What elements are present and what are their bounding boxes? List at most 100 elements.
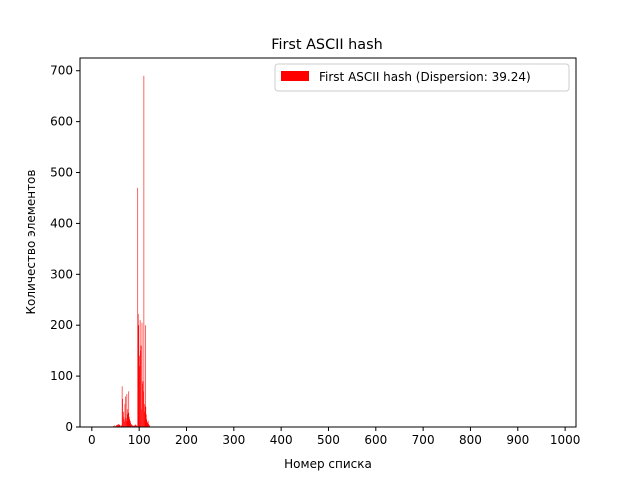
- chart-title: First ASCII hash: [271, 37, 383, 53]
- bar: [122, 416, 124, 427]
- bar: [127, 409, 128, 427]
- bar: [126, 393, 128, 427]
- bar: [135, 425, 137, 427]
- bar: [121, 386, 123, 427]
- y-axis-ticks: 0 100 200 300 400 500 600 700: [50, 64, 80, 434]
- bar: [117, 424, 119, 427]
- bar: [146, 421, 148, 427]
- bar: [147, 422, 148, 427]
- legend-label: First ASCII hash (Dispersion: 39.24): [319, 70, 531, 84]
- bar: [128, 416, 130, 427]
- bar: [115, 425, 116, 427]
- x-tick-label: 400: [270, 433, 293, 447]
- legend-swatch: [281, 71, 309, 81]
- bar: [146, 419, 148, 427]
- x-tick-label: 800: [459, 433, 482, 447]
- bar: [131, 424, 133, 427]
- y-tick-label: 500: [50, 166, 73, 180]
- bar: [141, 409, 142, 427]
- x-tick-label: 100: [128, 433, 151, 447]
- bar: [143, 75, 145, 427]
- y-tick-label: 700: [50, 64, 73, 78]
- bar: [147, 420, 149, 427]
- y-tick-label: 100: [50, 369, 73, 383]
- bar: [113, 425, 114, 427]
- bar: [142, 381, 144, 427]
- x-tick-label: 1000: [550, 433, 581, 447]
- x-tick-label: 0: [88, 433, 96, 447]
- bar: [133, 425, 134, 427]
- legend-box: [274, 63, 570, 92]
- bar: [137, 187, 139, 427]
- y-tick-label: 400: [50, 216, 73, 230]
- bar: [119, 425, 121, 427]
- bar: [141, 322, 143, 427]
- bar: [134, 424, 136, 427]
- x-axis-ticks: 0 100 200 300 400 500 600 700 800 900 1000: [88, 427, 580, 447]
- bar: [125, 396, 126, 427]
- bar: [134, 425, 135, 427]
- bar: [127, 414, 129, 427]
- bar: [149, 425, 150, 427]
- bar: [140, 345, 142, 427]
- bar: [136, 425, 137, 427]
- x-tick-label: 500: [317, 433, 340, 447]
- bar: [126, 420, 127, 427]
- x-tick-label: 700: [412, 433, 435, 447]
- bars-group: [113, 75, 150, 427]
- y-tick-label: 200: [50, 318, 73, 332]
- y-tick-label: 600: [50, 115, 73, 129]
- bar: [119, 424, 121, 427]
- x-tick-label: 900: [506, 433, 529, 447]
- bar: [127, 412, 129, 427]
- bar: [139, 365, 140, 427]
- bar: [118, 424, 120, 427]
- bar: [143, 391, 144, 427]
- bar: [123, 411, 124, 427]
- bar: [114, 425, 115, 427]
- bar: [118, 423, 119, 427]
- x-tick-label: 600: [364, 433, 387, 447]
- bar: [130, 423, 132, 427]
- bar: [145, 414, 147, 427]
- x-axis-label: Номер списка: [284, 457, 372, 471]
- bar: [139, 320, 141, 427]
- y-tick-label: 0: [65, 420, 73, 434]
- bar: [128, 391, 130, 427]
- x-tick-label: 200: [175, 433, 198, 447]
- y-axis-label: Количество элементов: [24, 170, 38, 315]
- x-tick-label: 300: [222, 433, 245, 447]
- bar: [131, 424, 132, 427]
- bar: [118, 425, 120, 427]
- bar: [121, 424, 122, 427]
- bar: [144, 411, 145, 427]
- bar: [137, 314, 139, 427]
- bar: [148, 424, 150, 427]
- bar: [129, 422, 131, 427]
- bar: [132, 425, 134, 427]
- bar: [136, 425, 138, 427]
- bar: [125, 417, 127, 427]
- bar: [117, 424, 118, 427]
- bar: [130, 420, 131, 427]
- bar: [145, 406, 147, 427]
- bar: [124, 404, 126, 427]
- bar: [142, 383, 143, 427]
- bar: [148, 423, 149, 427]
- bar: [135, 424, 136, 427]
- legend: First ASCII hash (Dispersion: 39.24): [274, 63, 570, 92]
- bar: [133, 425, 135, 427]
- bar: [144, 404, 146, 427]
- bar: [145, 325, 146, 427]
- plot-frame: [79, 57, 577, 428]
- y-tick-label: 300: [50, 267, 73, 281]
- bar: [140, 350, 141, 427]
- bar: [129, 419, 130, 427]
- bar: [123, 419, 125, 427]
- bar: [116, 425, 118, 427]
- bar: [138, 325, 139, 427]
- bar: [138, 355, 140, 427]
- bar: [124, 421, 125, 427]
- bar: [132, 425, 133, 427]
